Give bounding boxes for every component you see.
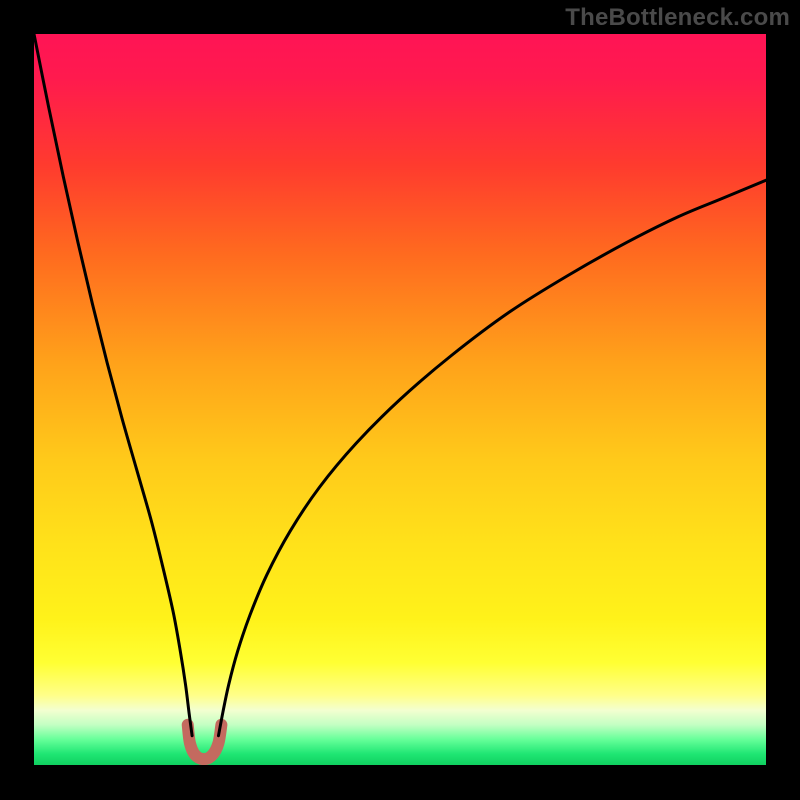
- bottleneck-chart: TheBottleneck.com: [0, 0, 800, 800]
- chart-svg: [0, 0, 800, 800]
- watermark-label: TheBottleneck.com: [565, 4, 790, 32]
- frame-border-left: [0, 0, 34, 800]
- frame-border-right: [766, 0, 800, 800]
- frame-border-bottom: [0, 765, 800, 800]
